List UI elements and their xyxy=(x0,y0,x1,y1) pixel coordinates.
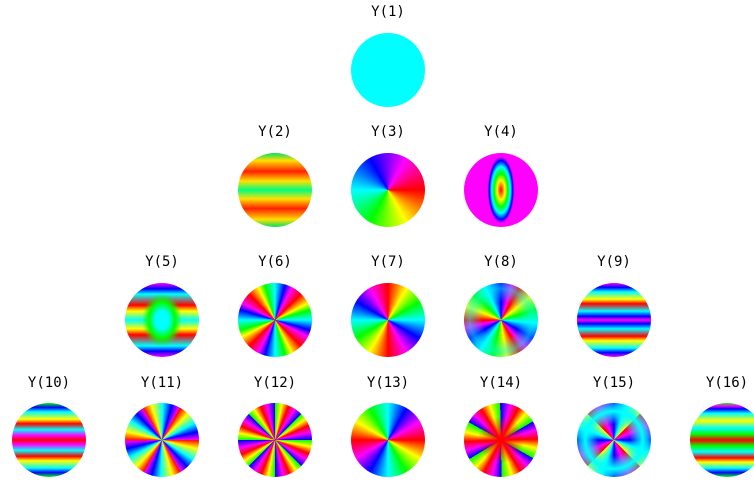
harmonic-label: Y(15) xyxy=(592,375,636,391)
harmonic-label: Y(11) xyxy=(140,375,184,391)
harmonic-label: Y(4) xyxy=(484,124,518,140)
harmonic-label: Y(10) xyxy=(27,375,71,391)
harmonic-sphere xyxy=(690,403,754,477)
harmonic-sphere xyxy=(351,283,425,357)
harmonic-label: Y(2) xyxy=(258,124,292,140)
harmonic-label: Y(13) xyxy=(366,375,410,391)
harmonic-label: Y(6) xyxy=(258,254,292,270)
harmonic-label: Y(8) xyxy=(484,254,518,270)
harmonic-sphere xyxy=(12,403,86,477)
harmonic-label: Y(1) xyxy=(371,4,405,20)
harmonic-sphere xyxy=(464,283,538,357)
harmonic-label: Y(16) xyxy=(705,375,749,391)
harmonic-sphere xyxy=(577,283,651,357)
harmonic-sphere xyxy=(125,283,199,357)
harmonic-sphere xyxy=(238,153,312,227)
harmonic-label: Y(14) xyxy=(479,375,523,391)
harmonic-sphere xyxy=(464,153,538,227)
harmonic-sphere xyxy=(351,33,425,107)
harmonic-label: Y(3) xyxy=(371,124,405,140)
harmonic-label: Y(9) xyxy=(597,254,631,270)
harmonic-label: Y(12) xyxy=(253,375,297,391)
harmonic-sphere xyxy=(351,403,425,477)
harmonic-sphere xyxy=(238,283,312,357)
harmonic-sphere xyxy=(238,403,312,477)
harmonic-label: Y(5) xyxy=(145,254,179,270)
harmonic-sphere xyxy=(351,153,425,227)
harmonic-sphere xyxy=(125,403,199,477)
harmonic-label: Y(7) xyxy=(371,254,405,270)
harmonic-sphere xyxy=(577,403,651,477)
harmonic-sphere xyxy=(464,403,538,477)
